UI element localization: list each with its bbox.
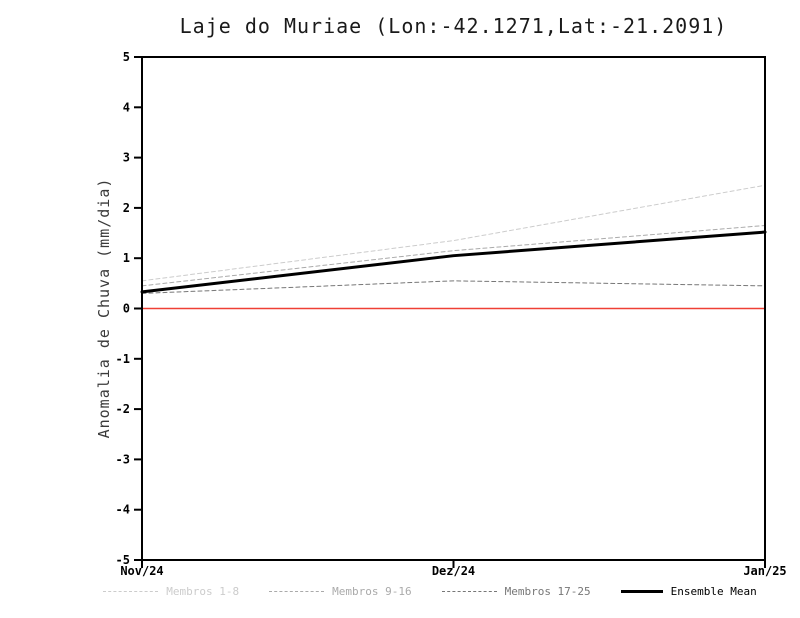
series-line-membros-1-8 <box>141 184 766 282</box>
x-tick-label: Dez/24 <box>432 564 475 578</box>
chart-title: Laje do Muriae (Lon:-42.1271,Lat:-21.209… <box>179 14 728 38</box>
y-tick-label: -2 <box>116 402 130 416</box>
y-tick-label: 4 <box>123 100 130 114</box>
y-tick-label: 3 <box>123 151 130 165</box>
y-tick-label: -4 <box>116 503 130 517</box>
legend-label: Membros 1-8 <box>166 585 240 598</box>
legend: Membros 1-8 Membros 9-16 Membros 17-25 Ense… <box>90 585 770 598</box>
legend-label: Membros 17-25 <box>504 585 591 598</box>
legend-item-membros-17-25: Membros 17-25 <box>441 585 591 598</box>
y-tick-label: 0 <box>123 302 130 316</box>
legend-label: Membros 9-16 <box>332 585 412 598</box>
legend-item-membros-1-8: Membros 1-8 <box>103 585 239 598</box>
x-tick-label: Nov/24 <box>120 564 163 578</box>
legend-line-sample <box>620 590 663 593</box>
legend-line-sample <box>441 591 497 592</box>
legend-item-ensemble-mean: Ensemble Mean <box>620 585 757 598</box>
y-tick-label: 1 <box>123 251 130 265</box>
x-tick-label: Jan/25 <box>743 564 786 578</box>
y-tick-label: 2 <box>123 201 130 215</box>
y-tick-label: -1 <box>116 352 130 366</box>
y-tick-label: -5 <box>116 553 130 567</box>
legend-line-sample <box>103 591 159 592</box>
legend-line-sample <box>269 591 325 592</box>
legend-item-membros-9-16: Membros 9-16 <box>269 585 412 598</box>
y-tick-label: 5 <box>123 50 130 64</box>
legend-label: Ensemble Mean <box>670 585 757 598</box>
series-line-membros-9-16 <box>141 225 766 287</box>
y-tick-label: -3 <box>116 452 130 466</box>
series-line-membros-17-25 <box>141 280 766 294</box>
series-line-ensemble-mean <box>140 230 767 294</box>
